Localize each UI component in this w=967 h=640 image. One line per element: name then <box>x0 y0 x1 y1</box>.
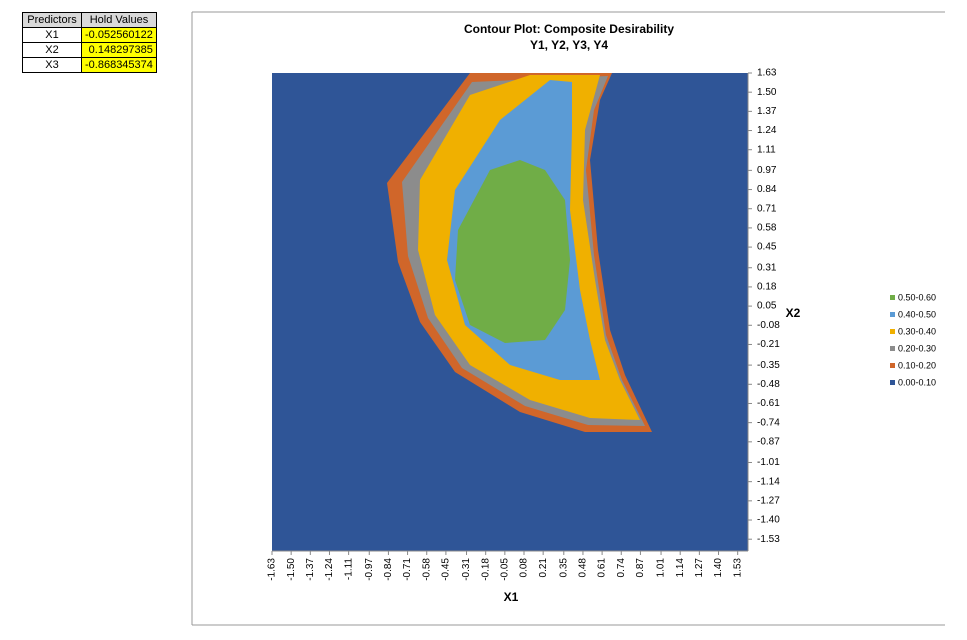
legend-swatch <box>890 380 895 385</box>
y-tick-label: -0.87 <box>757 436 780 447</box>
y-tick-label: 1.24 <box>757 125 777 136</box>
legend-swatch <box>890 346 895 351</box>
x-tick-label: 0.48 <box>578 558 589 578</box>
x-tick-label: -1.37 <box>305 558 316 581</box>
x-tick-label: 0.61 <box>597 558 608 578</box>
x-axis-label: X1 <box>504 590 519 604</box>
x-tick-label: -0.71 <box>402 558 413 581</box>
x-tick-label: -1.11 <box>343 558 354 580</box>
y-tick-label: -0.48 <box>757 379 780 390</box>
y-tick-label: -0.21 <box>757 339 780 350</box>
y-tick-label: 0.58 <box>757 223 777 234</box>
y-tick-label: -1.27 <box>757 495 780 506</box>
x-tick-label: -0.45 <box>441 558 452 581</box>
legend-label: 0.10-0.20 <box>898 360 936 370</box>
table-cell: X2 <box>22 42 82 58</box>
legend-label: 0.00-0.10 <box>898 377 936 387</box>
y-tick-label: 1.63 <box>757 68 777 79</box>
y-tick-label: -1.40 <box>757 515 780 526</box>
x-tick-label: -0.84 <box>383 558 394 581</box>
y-tick-label: 0.97 <box>757 165 777 176</box>
x-tick-label: 0.74 <box>616 558 627 578</box>
x-tick-label: -1.24 <box>324 558 335 581</box>
y-tick-label: 0.84 <box>757 184 777 195</box>
y-tick-label: -1.01 <box>757 457 780 468</box>
x-tick-label: 0.87 <box>635 558 646 578</box>
y-tick-label: 0.31 <box>757 262 777 273</box>
legend-label: 0.30-0.40 <box>898 326 936 336</box>
x-tick-label: -0.58 <box>421 558 432 581</box>
contours <box>387 73 652 432</box>
contour-band <box>455 160 570 343</box>
y-tick-label: 1.37 <box>757 106 777 117</box>
y-tick-label: 1.11 <box>757 144 776 155</box>
y-tick-label: 0.71 <box>757 203 777 214</box>
table-cell: 0.148297385 <box>81 42 157 58</box>
y-tick-label: 0.18 <box>757 282 777 293</box>
x-tick-label: 0.21 <box>538 558 549 578</box>
y-tick-label: -0.08 <box>757 320 780 331</box>
table-cell: -0.868345374 <box>81 57 157 73</box>
legend-swatch <box>890 312 895 317</box>
y-axis-label: X2 <box>786 306 801 320</box>
chart-title: Contour Plot: Composite Desirability <box>464 22 674 36</box>
x-tick-label: 1.27 <box>694 558 705 578</box>
legend-swatch <box>890 329 895 334</box>
hold-values-table: Predictors Hold Values X1 -0.052560122 X… <box>22 12 157 73</box>
y-tick-label: -1.53 <box>757 534 780 545</box>
legend-swatch <box>890 295 895 300</box>
x-tick-label: -0.05 <box>499 558 510 581</box>
x-tick-label: -1.63 <box>267 558 278 581</box>
x-tick-label: 1.53 <box>732 558 743 578</box>
legend-label: 0.20-0.30 <box>898 343 936 353</box>
y-tick-label: -0.74 <box>757 417 780 428</box>
y-tick-label: 0.05 <box>757 301 777 312</box>
x-tick-label: -0.18 <box>480 558 491 581</box>
x-tick-label: -0.31 <box>461 558 472 581</box>
y-tick-label: -1.14 <box>757 476 780 487</box>
x-tick-label: -1.50 <box>286 558 297 581</box>
y-tick-label: -0.35 <box>757 360 780 371</box>
chart-subtitle: Y1, Y2, Y3, Y4 <box>530 38 608 52</box>
x-tick-label: 1.01 <box>656 558 667 578</box>
y-tick-label: -0.61 <box>757 398 780 409</box>
legend-label: 0.40-0.50 <box>898 309 936 319</box>
x-tick-label: 1.14 <box>675 558 686 578</box>
x-tick-label: 0.35 <box>558 558 569 578</box>
table-header: Hold Values <box>81 12 157 28</box>
x-tick-label: -0.97 <box>364 558 375 581</box>
table-cell: X1 <box>22 27 82 43</box>
x-tick-label: 0.08 <box>519 558 530 578</box>
legend-swatch <box>890 363 895 368</box>
y-tick-label: 0.45 <box>757 242 777 253</box>
table-header: Predictors <box>22 12 82 28</box>
x-tick-label: 1.40 <box>713 558 724 578</box>
y-tick-label: 1.50 <box>757 87 777 98</box>
table-cell: X3 <box>22 57 82 73</box>
table-cell: -0.052560122 <box>81 27 157 43</box>
legend-label: 0.50-0.60 <box>898 292 936 302</box>
